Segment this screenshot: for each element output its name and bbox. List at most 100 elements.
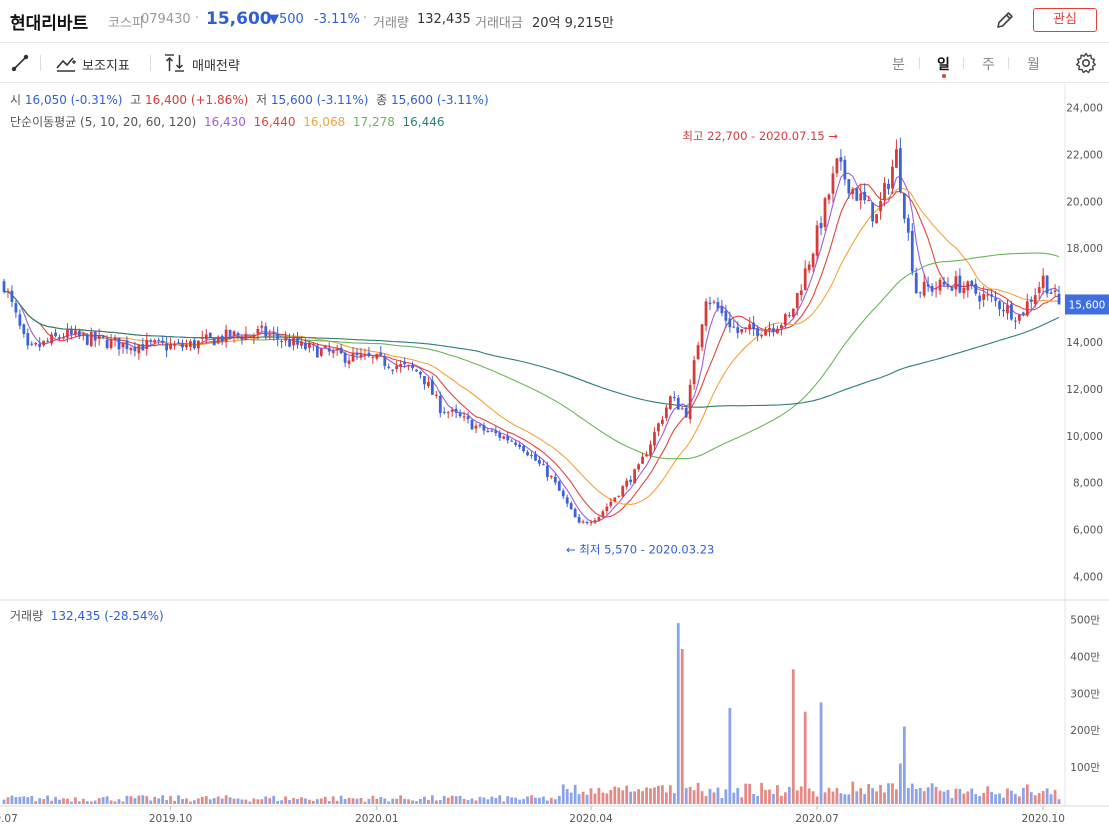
candle-body xyxy=(54,332,57,337)
close-label: 종 xyxy=(376,93,388,107)
volume-bar xyxy=(54,796,57,804)
volume-bar xyxy=(557,795,561,804)
volume-bar xyxy=(478,796,482,804)
indicator-icon[interactable] xyxy=(55,53,77,73)
candle-body xyxy=(1041,275,1045,288)
volume-bar xyxy=(728,708,732,804)
candle-body xyxy=(637,464,640,470)
volume-bar xyxy=(716,787,720,804)
strategy-icon[interactable] xyxy=(164,53,186,73)
volume-bar xyxy=(383,798,387,804)
volume-bar xyxy=(895,789,898,804)
candle-body xyxy=(38,343,42,347)
volume-bar xyxy=(720,798,724,804)
volume-bar xyxy=(446,797,450,804)
candle-body xyxy=(942,281,946,285)
candle-body xyxy=(914,272,918,294)
candle-body xyxy=(613,497,617,502)
candle-body xyxy=(680,408,684,410)
volume-bar xyxy=(1033,795,1037,804)
candle-body xyxy=(966,281,970,291)
volume-bar xyxy=(811,791,815,804)
candle-body xyxy=(851,188,855,195)
candle-body xyxy=(938,279,942,291)
candle-body xyxy=(181,344,184,348)
volume-bar xyxy=(593,793,597,804)
candle-body xyxy=(478,424,482,426)
candle-body xyxy=(974,283,978,294)
candle-body xyxy=(458,413,462,417)
tab-week[interactable]: 주 xyxy=(982,57,995,73)
candle-body xyxy=(228,329,232,338)
candle-body xyxy=(780,325,783,329)
candle-body xyxy=(1045,275,1049,294)
header-bar: 현대리바트 코스피 079430 · 15,600 ▼500 -3.11% · … xyxy=(0,0,1109,43)
time-tick-label: 2019.10 xyxy=(149,813,192,825)
price-tick-label: 14,000 xyxy=(1066,337,1103,349)
indicator-button[interactable]: 보조지표 xyxy=(82,59,130,74)
candle-body xyxy=(581,521,585,523)
candle-body xyxy=(34,342,38,345)
current-price-tag-label: 15,600 xyxy=(1069,299,1106,311)
candle-body xyxy=(157,339,161,341)
candle-body xyxy=(145,339,149,349)
candlestick-chart[interactable]: 4,000 6,000 8,000 10,000 12,000 14,000 18,000 2… xyxy=(0,84,1109,835)
candle-body xyxy=(962,287,966,294)
volume-bar xyxy=(121,801,125,804)
volume-bar xyxy=(875,791,878,804)
volume-bar xyxy=(526,796,529,804)
candle-body xyxy=(522,445,525,452)
favorite-button[interactable]: 관심 xyxy=(1033,8,1097,32)
volume-bar xyxy=(791,669,795,804)
candle-body xyxy=(331,350,335,354)
volume-bar xyxy=(942,791,946,804)
strategy-button[interactable]: 매매전략 xyxy=(192,59,240,74)
candle-body xyxy=(375,354,379,359)
pencil-icon[interactable] xyxy=(994,9,1016,31)
volume-bar xyxy=(998,793,1001,804)
candle-body xyxy=(990,294,993,297)
candle-body xyxy=(379,352,383,355)
candle-body xyxy=(518,444,522,447)
volume-bar xyxy=(795,790,799,804)
gear-icon[interactable] xyxy=(1075,52,1097,74)
tab-minute[interactable]: 분 xyxy=(892,57,905,73)
candle-body xyxy=(823,198,827,228)
volume-bar xyxy=(740,797,744,804)
volume-bar xyxy=(379,796,383,804)
volume-bar xyxy=(498,795,502,804)
candle-body xyxy=(347,360,351,364)
candle-body xyxy=(446,412,450,414)
volume-bar xyxy=(434,800,438,804)
volume-value: 132,435 xyxy=(417,12,471,27)
volume-bar xyxy=(934,786,938,804)
candle-body xyxy=(189,341,192,347)
volume-bar xyxy=(605,793,609,804)
volume-bar xyxy=(530,795,533,804)
volume-bar xyxy=(419,798,422,804)
volume-bar xyxy=(633,791,637,804)
candle-body xyxy=(117,337,121,350)
volume-bar xyxy=(772,793,775,804)
tab-month[interactable]: 월 xyxy=(1027,57,1040,73)
candle-body xyxy=(534,454,537,461)
volume-bar xyxy=(458,795,462,804)
candle-body xyxy=(311,344,315,346)
tab-day[interactable]: 일 xyxy=(937,57,950,73)
volume-bar xyxy=(343,799,347,804)
volume-bar xyxy=(81,798,85,804)
volume-bar xyxy=(101,797,105,804)
volume-bar xyxy=(2,799,6,804)
volume-bar xyxy=(692,790,696,804)
volume-bar xyxy=(538,797,541,804)
volume-bar xyxy=(756,795,759,804)
draw-line-icon[interactable] xyxy=(10,53,30,73)
current-price: 15,600 xyxy=(206,9,272,29)
volume-bar xyxy=(42,799,46,804)
candle-body xyxy=(411,365,414,369)
volume-bar xyxy=(89,801,93,804)
volume-bar xyxy=(351,798,355,804)
volume-bar xyxy=(331,796,335,804)
amount-label: 거래대금 xyxy=(475,16,523,31)
volume-bar xyxy=(514,797,518,804)
